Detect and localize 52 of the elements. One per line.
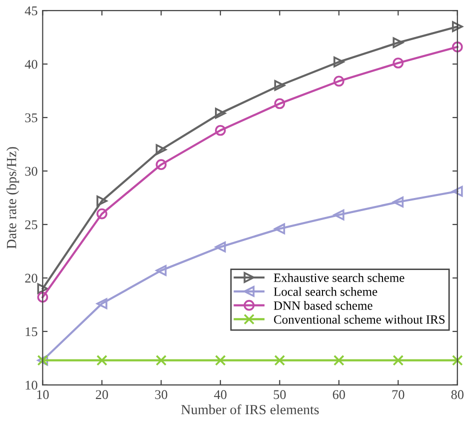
x-tick-label: 30	[155, 390, 168, 400]
y-tick-label: 15	[26, 327, 38, 336]
point	[96, 208, 108, 220]
point	[392, 58, 404, 68]
legend-label: Conventional scheme without IRS	[274, 314, 445, 324]
point	[274, 80, 286, 91]
point	[214, 354, 226, 366]
x-tick-label: 50	[274, 390, 286, 400]
point	[392, 354, 404, 366]
point	[96, 354, 108, 366]
x-tick-label: 60	[332, 390, 346, 400]
point	[214, 242, 226, 252]
point	[333, 209, 344, 220]
x-tick-label: 40	[214, 390, 227, 400]
legend-label: Local search scheme	[274, 287, 378, 296]
point	[37, 292, 48, 303]
x-tick-label: 70	[392, 390, 404, 400]
y-tick-label: 35	[25, 113, 38, 122]
point	[274, 223, 286, 234]
x-tick-label: 80	[451, 390, 464, 400]
point	[96, 298, 108, 310]
point	[37, 283, 48, 294]
point	[452, 186, 463, 197]
point	[333, 76, 344, 87]
y-tick-label: 30	[25, 166, 38, 176]
y-tick-label: 20	[25, 274, 38, 283]
y-tick-label: 10	[26, 380, 38, 390]
x-axis-title: Number of IRS elements	[181, 404, 319, 414]
point	[274, 354, 286, 366]
point	[333, 354, 344, 366]
x-tick-label: 10	[37, 390, 49, 400]
point	[214, 124, 226, 136]
point	[156, 144, 167, 156]
point	[96, 196, 108, 206]
point	[156, 354, 167, 366]
y-tick-label: 45	[24, 6, 38, 16]
point	[274, 98, 286, 110]
y-tick-label: 40	[24, 60, 38, 69]
legend-label: DNN based scheme	[274, 301, 372, 310]
x-tick-label: 20	[96, 390, 108, 400]
point	[156, 265, 167, 276]
point	[214, 108, 226, 119]
point	[452, 354, 463, 366]
point	[392, 196, 404, 208]
legend-label: Exhaustive search scheme	[274, 273, 404, 282]
y-tick-label: 25	[25, 220, 38, 230]
point	[333, 56, 344, 68]
point	[452, 21, 463, 32]
y-axis-title: Date rate (bps/Hz)	[6, 147, 20, 249]
point	[392, 37, 404, 48]
point	[156, 159, 167, 170]
point	[452, 42, 463, 52]
